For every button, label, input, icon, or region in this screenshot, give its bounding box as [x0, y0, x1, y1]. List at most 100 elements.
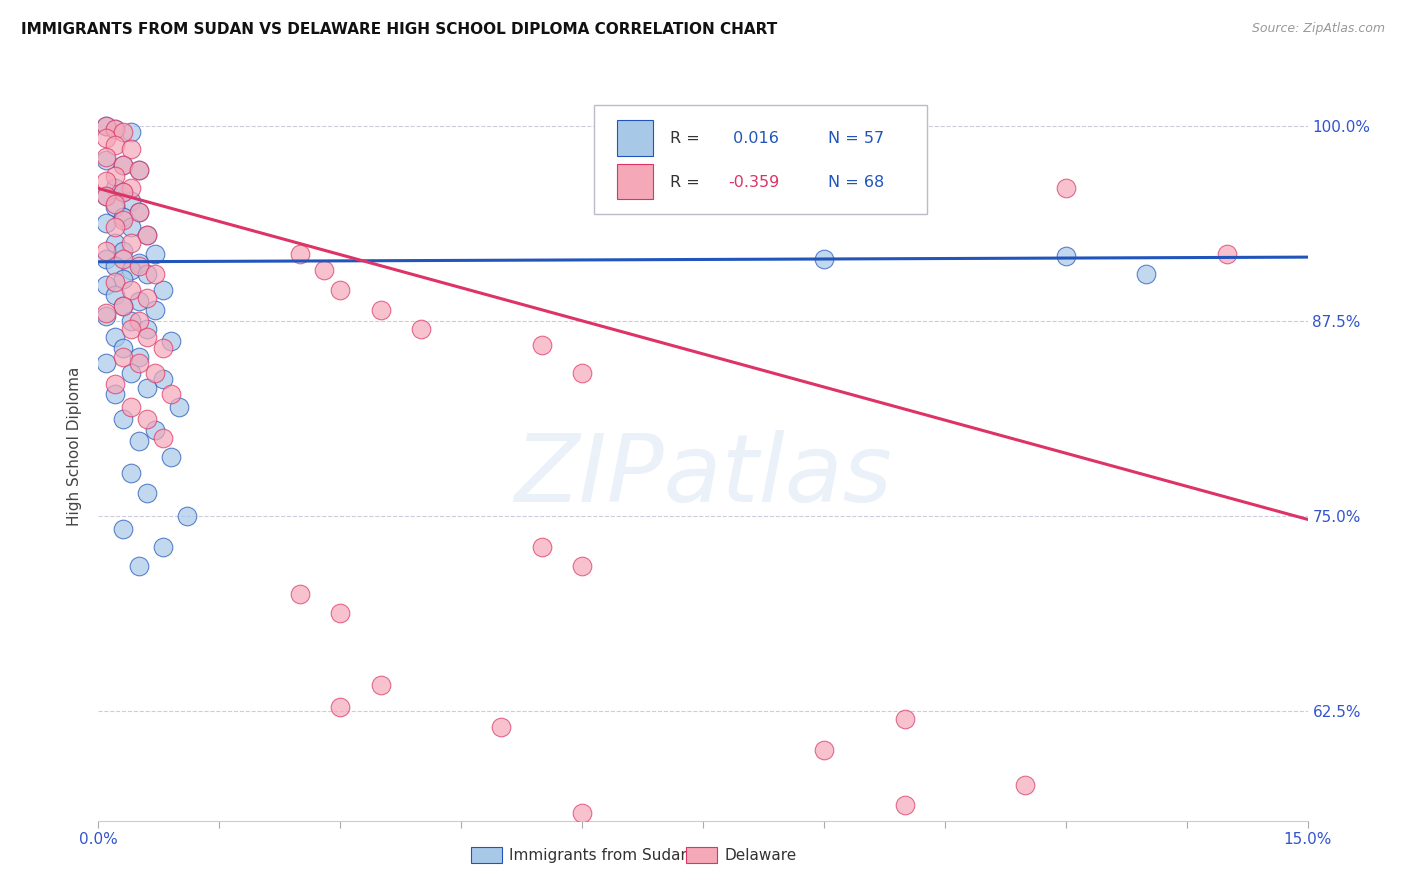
Point [571, 805, 593, 820]
Point [120, 125, 142, 139]
Point [491, 720, 513, 734]
Point [152, 541, 174, 555]
Point [96, 189, 118, 203]
Point [813, 252, 835, 266]
Point [571, 366, 593, 380]
Point [111, 350, 134, 364]
Point [176, 509, 198, 524]
Point [288, 247, 311, 261]
Point [120, 235, 142, 250]
Point [288, 587, 311, 601]
Point [128, 162, 150, 177]
Point [111, 298, 134, 312]
Point [329, 606, 352, 620]
Point [135, 381, 157, 395]
Point [96, 310, 118, 324]
Point [409, 322, 432, 336]
Point [96, 356, 118, 370]
Point [370, 678, 392, 692]
Point [120, 220, 142, 235]
Point [120, 181, 142, 195]
Point [96, 153, 118, 168]
Point [96, 189, 118, 203]
Point [135, 228, 157, 243]
Point [143, 267, 166, 281]
Point [530, 337, 553, 351]
Point [111, 522, 134, 536]
Point [128, 204, 150, 219]
Point [96, 131, 118, 145]
Point [120, 142, 142, 156]
FancyBboxPatch shape [617, 163, 654, 200]
Point [96, 173, 118, 187]
Point [103, 387, 125, 401]
Point [111, 210, 134, 224]
Point [143, 423, 166, 437]
Point [103, 122, 125, 136]
Text: -0.359: -0.359 [728, 175, 780, 190]
Point [120, 262, 142, 277]
Text: R =: R = [671, 175, 706, 190]
Point [143, 366, 166, 380]
Point [96, 278, 118, 293]
Point [152, 283, 174, 297]
Point [128, 356, 150, 370]
Point [329, 283, 352, 297]
Point [135, 329, 157, 343]
Text: R =: R = [671, 130, 706, 145]
Point [974, 845, 997, 859]
Point [103, 181, 125, 195]
Point [103, 122, 125, 136]
Point [111, 125, 134, 139]
Point [530, 541, 553, 555]
Point [96, 216, 118, 230]
Point [152, 431, 174, 445]
Point [120, 314, 142, 328]
Point [167, 400, 190, 414]
Point [160, 450, 183, 464]
Point [120, 283, 142, 297]
Point [96, 119, 118, 133]
Point [128, 162, 150, 177]
Point [103, 220, 125, 235]
Point [120, 400, 142, 414]
Point [152, 372, 174, 386]
Point [111, 412, 134, 426]
Point [111, 272, 134, 286]
Point [571, 559, 593, 574]
Point [120, 194, 142, 208]
Point [111, 158, 134, 172]
Text: IMMIGRANTS FROM SUDAN VS DELAWARE HIGH SCHOOL DIPLOMA CORRELATION CHART: IMMIGRANTS FROM SUDAN VS DELAWARE HIGH S… [21, 22, 778, 37]
Point [135, 291, 157, 305]
Point [96, 244, 118, 258]
Point [120, 466, 142, 480]
Point [96, 150, 118, 164]
Point [853, 865, 876, 880]
Point [128, 434, 150, 449]
Point [111, 244, 134, 258]
Point [314, 262, 336, 277]
Point [893, 798, 915, 813]
Point [111, 252, 134, 266]
Point [143, 247, 166, 261]
Point [103, 169, 125, 183]
Point [152, 341, 174, 355]
Point [111, 158, 134, 172]
Point [111, 185, 134, 199]
Point [135, 267, 157, 281]
Point [103, 275, 125, 289]
Point [612, 880, 634, 892]
Point [1135, 267, 1157, 281]
Point [128, 559, 150, 574]
Point [103, 137, 125, 152]
Point [813, 743, 835, 757]
Point [893, 712, 915, 726]
Point [128, 260, 150, 274]
Point [329, 699, 352, 714]
Point [103, 235, 125, 250]
Point [128, 350, 150, 364]
Point [135, 228, 157, 243]
Point [1054, 181, 1077, 195]
Point [1014, 778, 1036, 792]
Point [135, 322, 157, 336]
